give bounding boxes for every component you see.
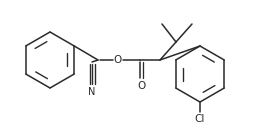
Text: N: N <box>88 87 96 97</box>
Text: O: O <box>114 55 122 65</box>
Text: O: O <box>137 81 146 91</box>
Text: Cl: Cl <box>195 114 205 124</box>
